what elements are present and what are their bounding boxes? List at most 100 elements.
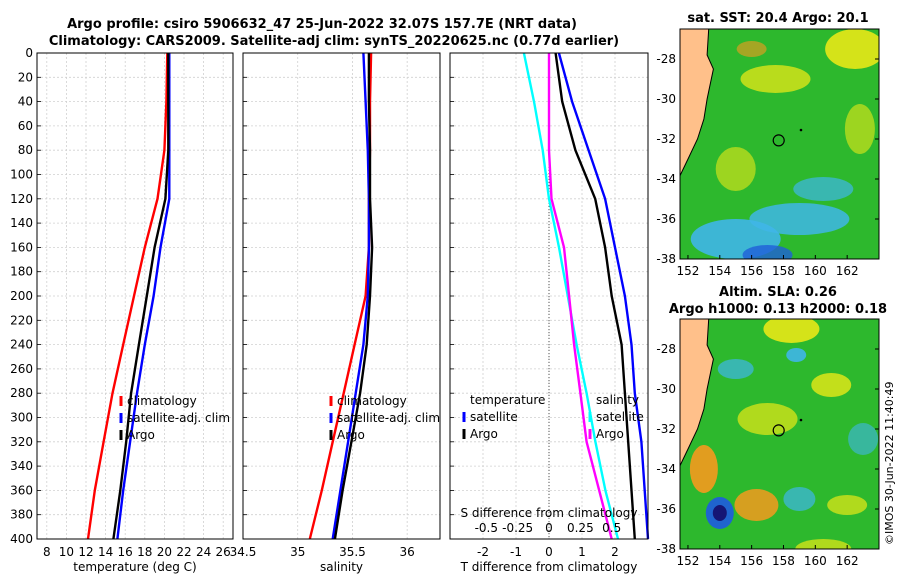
- depth-tick-label: 380: [10, 508, 33, 522]
- depth-tick-label: 80: [18, 143, 33, 157]
- legend-label: Argo: [337, 428, 365, 442]
- depth-tick-label: 360: [10, 483, 33, 497]
- m-sla-xtick-label: 162: [836, 554, 859, 568]
- diff-xtick-label: 2: [611, 545, 619, 559]
- m-sst-ytick-label: -30: [656, 92, 676, 106]
- difference-panel: -2 -1 0 1 2 S difference from climatology-0.5…: [449, 52, 650, 574]
- depth-tick-label: 340: [10, 459, 33, 473]
- title-line2: Climatology: CARS2009. Satellite-adj cli…: [49, 34, 619, 49]
- temp-xtick-label: 24: [196, 545, 211, 559]
- m-sst-xtick-label: 152: [677, 264, 700, 278]
- m-sst-field-blob: [844, 104, 875, 154]
- m-sla-xtick-label: 160: [804, 554, 827, 568]
- m-sst-xtick-label: 162: [836, 264, 859, 278]
- diff-series-salinity-satellite: [522, 52, 620, 540]
- m-sst-ytick-label: -36: [656, 212, 676, 226]
- diff-legend-title-sal: salinity: [596, 393, 639, 407]
- legend-label: Argo: [127, 428, 155, 442]
- sal-xtick-label: 36: [400, 545, 415, 559]
- legend-label: climatology: [337, 394, 407, 408]
- temp-xtick-label: 8: [43, 545, 51, 559]
- depth-tick-label: 320: [10, 435, 33, 449]
- m-sst-island: [799, 128, 803, 132]
- m-sst-ytick-label: -28: [656, 52, 676, 66]
- temp-xtick-label: 18: [137, 545, 152, 559]
- m-sla-field-blob: [763, 319, 820, 343]
- sal-xtick-label: 35.5: [339, 545, 366, 559]
- m-sst-frame: [679, 28, 880, 260]
- diff-s-axis-label: S difference from climatology: [461, 506, 638, 520]
- diff-series-temperature-argo: [554, 52, 636, 540]
- m-sla-xtick-label: 156: [740, 554, 763, 568]
- diff-s-tick-label: -0.5: [475, 521, 498, 535]
- m-sst-ytick-label: -38: [656, 252, 676, 266]
- depth-tick-label: 400: [10, 532, 33, 546]
- legend-label: climatology: [127, 394, 197, 408]
- m-sla-island: [799, 418, 803, 422]
- m-sla-field-blob: [795, 539, 852, 549]
- sst-map: sat. SST: 20.4 Argo: 20.1 152 154 156 158 16…: [656, 11, 880, 278]
- sst-map-title: sat. SST: 20.4 Argo: 20.1: [687, 11, 868, 26]
- diff-s-tick-label: 0.25: [567, 521, 594, 535]
- m-sla-field-blob: [827, 495, 868, 515]
- m-sst-field-blob: [825, 29, 879, 69]
- diff-xlabel: T difference from climatology: [460, 560, 638, 574]
- m-sst-land: [680, 29, 714, 259]
- depth-tick-label: 0: [25, 46, 33, 60]
- legend-label: Argo: [596, 427, 624, 441]
- m-sla-field-blob: [783, 487, 816, 511]
- depth-tick-label: 220: [10, 313, 33, 327]
- m-sla-ytick-label: -30: [656, 382, 676, 396]
- legend-label: satellite: [596, 410, 644, 424]
- m-sst-ytick-label: -34: [656, 172, 676, 186]
- diff-xtick-label: -2: [477, 545, 489, 559]
- sla-map-title-1: Altim. SLA: 0.26: [719, 285, 837, 300]
- m-sst-xtick-label: 160: [804, 264, 827, 278]
- m-sla-ytick-label: -36: [656, 502, 676, 516]
- m-sla-field-blob: [811, 373, 852, 397]
- m-sst-argo-marker: [772, 134, 785, 147]
- depth-tick-label: 140: [10, 216, 33, 230]
- m-sst-field-blob: [715, 147, 756, 191]
- m-sst-field-blob: [742, 245, 793, 259]
- sal-xtick-label: 35: [290, 545, 305, 559]
- depth-tick-label: 180: [10, 265, 33, 279]
- m-sla-coastline: [680, 319, 714, 470]
- m-sst-xtick-label: 156: [740, 264, 763, 278]
- salinity-panel: 34.5 35 35.5 36 climatology satellite-adj. cl…: [230, 52, 441, 574]
- m-sla-ytick-label: -32: [656, 422, 676, 436]
- m-sst-field-blob: [793, 177, 854, 201]
- m-sst-coastline: [680, 29, 714, 180]
- m-sla-xtick-label: 152: [677, 554, 700, 568]
- depth-tick-label: 280: [10, 386, 33, 400]
- depth-tick-label: 100: [10, 168, 33, 182]
- depth-tick-label: 160: [10, 240, 33, 254]
- temp-series-argo: [112, 53, 170, 540]
- diff-series-salinity-argo: [547, 53, 613, 540]
- depth-tick-label: 120: [10, 192, 33, 206]
- m-sla-ytick-label: -28: [656, 342, 676, 356]
- m-sst-field: [680, 29, 879, 259]
- copyright-text: ©IMOS 30-Jun-2022 11:40:49: [883, 381, 896, 545]
- m-sla-ytick-label: -38: [656, 542, 676, 556]
- diff-xtick-label: -1: [510, 545, 522, 559]
- temp-xtick-label: 20: [157, 545, 172, 559]
- m-sla-field: [680, 319, 879, 549]
- m-sst-ytick-label: -32: [656, 132, 676, 146]
- temp-xtick-label: 14: [98, 545, 113, 559]
- sal-series-argo: [333, 53, 374, 540]
- m-sla-field-blob: [737, 403, 798, 435]
- diff-frame: [449, 52, 649, 540]
- m-sst-field-blob: [749, 203, 850, 235]
- depth-tick-label: 20: [18, 70, 33, 84]
- sla-map-title-2: Argo h1000: 0.13 h2000: 0.18: [669, 302, 887, 317]
- depth-tick-label: 300: [10, 411, 33, 425]
- m-sla-xtick-label: 154: [708, 554, 731, 568]
- temp-series-climatology: [86, 52, 169, 540]
- m-sla-ytick-label: -34: [656, 462, 676, 476]
- temp-xtick-label: 26: [216, 545, 231, 559]
- temperature-panel: 0 20 40 60 80 100 120 140 160 180 200 220 240 260 280 3…: [10, 46, 234, 574]
- m-sla-field-blob: [786, 348, 807, 362]
- m-sla-xtick-label: 158: [772, 554, 795, 568]
